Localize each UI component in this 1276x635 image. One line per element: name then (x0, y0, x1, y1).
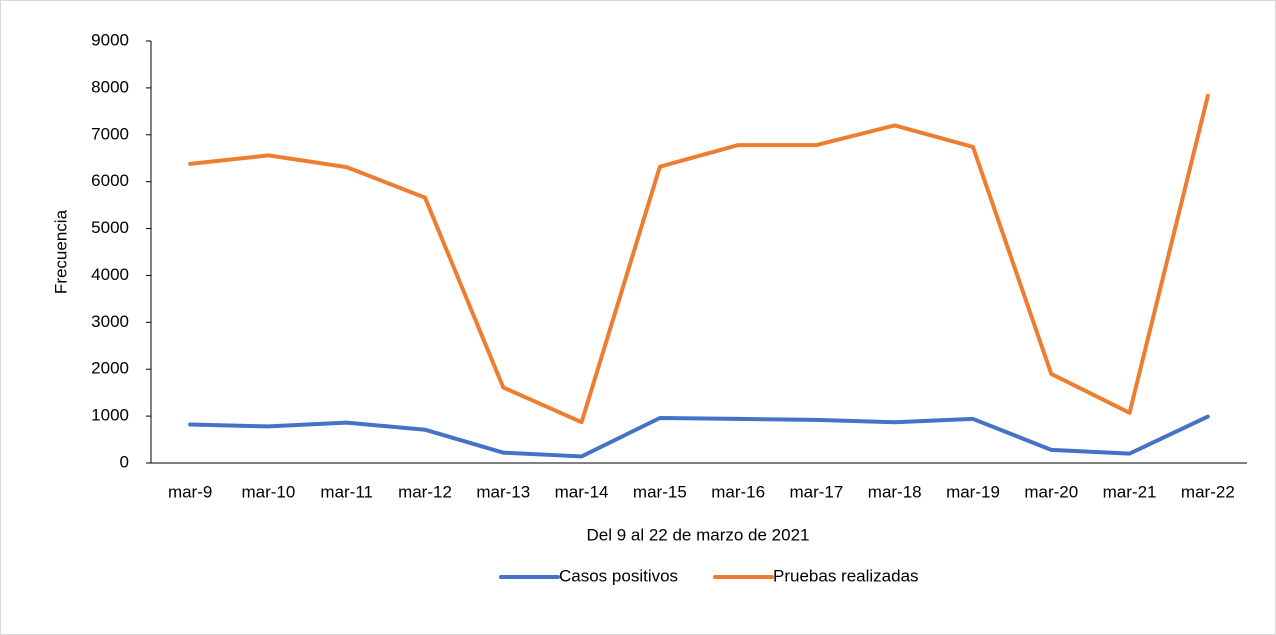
x-tick-label: mar-10 (241, 482, 295, 501)
y-tick-label: 9000 (91, 30, 129, 49)
x-axis-title: Del 9 al 22 de marzo de 2021 (586, 525, 809, 544)
y-tick-label: 2000 (91, 359, 129, 378)
y-tick-label: 7000 (91, 124, 129, 143)
y-tick-label: 0 (120, 452, 129, 471)
x-tick-label: mar-22 (1181, 482, 1235, 501)
line-series (188, 414, 1210, 459)
x-tick-label: mar-19 (946, 482, 1000, 501)
x-tick-label: mar-20 (1024, 482, 1078, 501)
y-tick-label: 3000 (91, 312, 129, 331)
x-tick-label: mar-11 (320, 482, 373, 501)
line-series (188, 93, 1210, 425)
x-tick-label: mar-13 (476, 482, 530, 501)
x-tick-label: mar-12 (398, 482, 452, 501)
y-axis-title: Frecuencia (51, 209, 70, 294)
legend-label: Pruebas realizadas (773, 566, 919, 585)
x-tick-label: mar-17 (789, 482, 843, 501)
x-tick-label: mar-21 (1103, 482, 1157, 501)
y-tick-label: 5000 (91, 218, 129, 237)
y-tick-label: 6000 (91, 171, 129, 190)
x-tick-label: mar-9 (168, 482, 212, 501)
x-tick-label: mar-14 (555, 482, 609, 501)
y-tick-label: 4000 (91, 265, 129, 284)
x-tick-label: mar-16 (711, 482, 765, 501)
y-tick-label: 8000 (91, 77, 129, 96)
y-tick-label: 1000 (91, 406, 129, 425)
x-tick-label: mar-15 (633, 482, 687, 501)
x-tick-label: mar-18 (868, 482, 922, 501)
legend-label: Casos positivos (559, 566, 678, 585)
